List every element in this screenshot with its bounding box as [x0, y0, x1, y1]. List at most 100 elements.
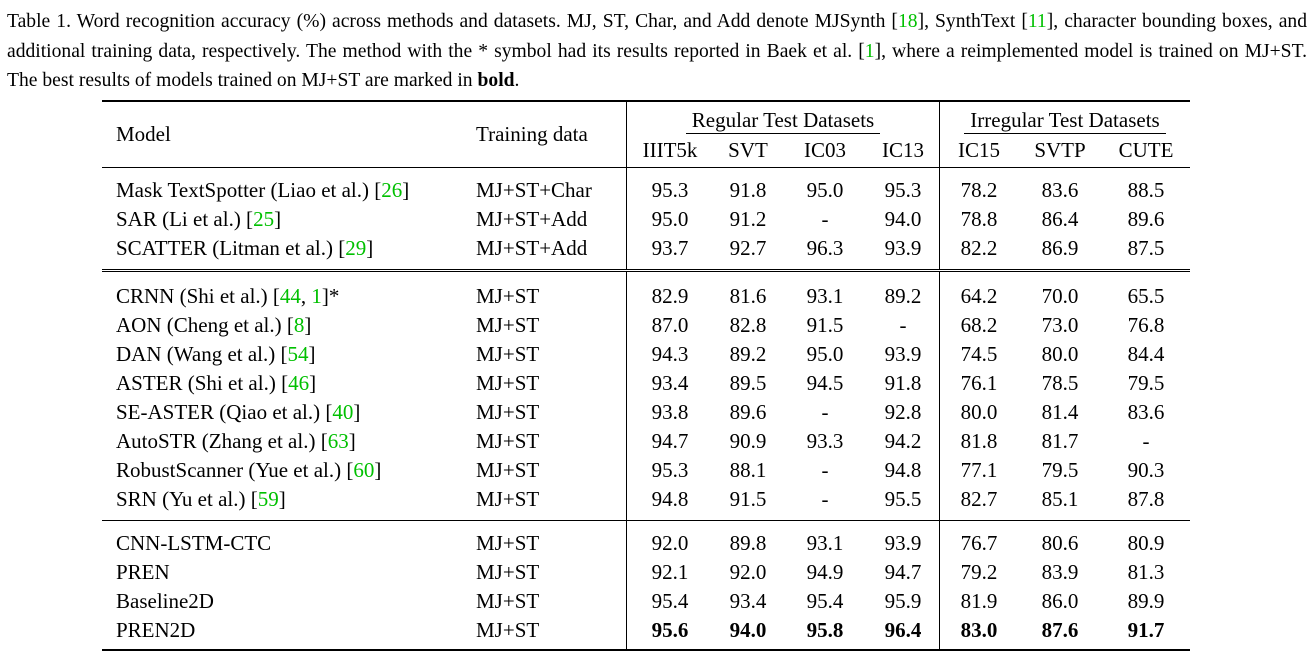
- table-row: DAN (Wang et al.) [54] MJ+ST 94.3 89.2 95.0 9…: [102, 340, 1190, 369]
- accuracy-cell-svt: 92.0: [729, 560, 767, 584]
- accuracy-cell-ic03: 95.8: [783, 616, 867, 651]
- table-row: CNN-LSTM-CTC MJ+ST 92.0 89.8 93.1 93.9 76.7 80.…: [102, 520, 1190, 558]
- accuracy-cell-iiit5k: 87.0: [626, 311, 713, 340]
- accuracy-cell-svtp: 80.6: [1018, 520, 1102, 558]
- accuracy-cell-ic15: 83.0: [939, 616, 1018, 651]
- citation-link[interactable]: 46: [288, 371, 310, 395]
- citation-link[interactable]: 18: [897, 11, 918, 32]
- citation-link[interactable]: 40: [332, 400, 354, 424]
- accuracy-cell-svt: 88.1: [729, 458, 767, 482]
- accuracy-cell-iiit5k: 93.4: [626, 369, 713, 398]
- citation-close: ]: [374, 458, 382, 482]
- model-name: SRN (Yu et al.) [: [116, 487, 258, 511]
- accuracy-cell-ic03: -: [821, 458, 829, 482]
- citation-link[interactable]: 29: [345, 236, 367, 260]
- citation-link[interactable]: 63: [327, 429, 349, 453]
- accuracy-cell-ic03: 93.3: [806, 429, 844, 453]
- model-name-cell: SRN (Yu et al.) [59]: [102, 485, 476, 521]
- citation-close: ]: [348, 429, 356, 453]
- table-row: AutoSTR (Zhang et al.) [63] MJ+ST 94.7 90.9…: [102, 427, 1190, 456]
- accuracy-cell-cute: 83.6: [1127, 400, 1165, 424]
- group-irregular-label: Irregular Test Datasets: [964, 107, 1166, 134]
- accuracy-cell-ic13: -: [899, 313, 907, 337]
- model-name: CRNN (Shi et al.) [: [116, 284, 280, 308]
- model-name: Mask TextSpotter (Liao et al.) [: [116, 178, 382, 202]
- table-row: ASTER (Shi et al.) [46] MJ+ST 93.4 89.5 94.5…: [102, 369, 1190, 398]
- citation-close: ]: [353, 400, 361, 424]
- accuracy-cell-ic15: 78.8: [939, 205, 1018, 234]
- model-name: Baseline2D: [116, 589, 214, 613]
- accuracy-cell-svt: 94.0: [713, 616, 783, 651]
- model-name-cell: Baseline2D: [102, 587, 476, 616]
- accuracy-cell-svtp: 81.7: [1041, 429, 1079, 453]
- accuracy-cell-cute: -: [1142, 429, 1150, 453]
- accuracy-cell-svt: 92.7: [729, 236, 767, 260]
- accuracy-cell-ic13: 96.4: [867, 616, 940, 651]
- citation-close: ]*: [321, 284, 340, 308]
- accuracy-cell-cute: 87.5: [1127, 236, 1165, 260]
- table-row: Mask TextSpotter (Liao et al.) [26] MJ+ST…: [102, 167, 1190, 205]
- citation-link[interactable]: 1: [311, 284, 322, 308]
- accuracy-cell-ic15: 77.1: [939, 456, 1018, 485]
- citation-link[interactable]: 25: [253, 207, 275, 231]
- citation-close: ]: [402, 178, 410, 202]
- accuracy-cell-iiit5k: 94.3: [626, 340, 713, 369]
- accuracy-cell-ic03: -: [821, 400, 829, 424]
- accuracy-cell-ic15: 64.2: [939, 269, 1018, 311]
- header-dataset-cute: CUTE: [1118, 137, 1174, 162]
- citation-link[interactable]: 26: [381, 178, 403, 202]
- accuracy-cell-svtp: 85.1: [1041, 487, 1079, 511]
- accuracy-cell-cute: 79.5: [1127, 371, 1165, 395]
- citation-link[interactable]: 59: [257, 487, 279, 511]
- accuracy-cell-ic15: 76.7: [939, 520, 1018, 558]
- citation-link[interactable]: 8: [293, 313, 305, 337]
- training-data-cell: MJ+ST: [476, 429, 540, 453]
- accuracy-cell-svt: 93.4: [729, 589, 767, 613]
- table-row: PREN2D MJ+ST 95.6 94.0 95.8 96.4 83.0 87.6 91.7: [102, 616, 1190, 651]
- citation-link[interactable]: 11: [1027, 11, 1047, 32]
- caption-text: Table 1. Word recognition accuracy (%) a…: [7, 11, 898, 32]
- accuracy-cell-ic03: 93.1: [783, 520, 867, 558]
- accuracy-cell-ic15: 76.1: [939, 369, 1018, 398]
- model-name-cell: CNN-LSTM-CTC: [102, 520, 476, 558]
- citation-link[interactable]: 54: [287, 342, 309, 366]
- citation-separator: ,: [300, 284, 312, 308]
- accuracy-cell-iiit5k: 95.3: [626, 456, 713, 485]
- accuracy-cell-ic03: 95.4: [806, 589, 844, 613]
- model-name-cell: AutoSTR (Zhang et al.) [63]: [102, 427, 476, 456]
- accuracy-cell-ic03: -: [821, 207, 829, 231]
- citation-link[interactable]: 44: [279, 284, 301, 308]
- model-name-cell: CRNN (Shi et al.) [44, 1]*: [102, 269, 476, 311]
- caption-bold-word: bold: [477, 70, 515, 91]
- accuracy-cell-iiit5k: 93.7: [626, 234, 713, 271]
- model-name: SCATTER (Litman et al.) [: [116, 236, 346, 260]
- table-row: PREN MJ+ST 92.1 92.0 94.9 94.7 79.2 83.9 81.3: [102, 558, 1190, 587]
- model-name: PREN2D: [116, 618, 196, 642]
- table-header-row: Model Training data Regular Test Dataset…: [102, 100, 1190, 168]
- accuracy-cell-svtp: 78.5: [1041, 371, 1079, 395]
- citation-link[interactable]: 60: [353, 458, 375, 482]
- accuracy-cell-ic15: 81.9: [939, 587, 1018, 616]
- training-data-cell: MJ+ST: [476, 616, 627, 651]
- accuracy-cell-iiit5k: 92.0: [626, 520, 713, 558]
- citation-close: ]: [308, 342, 316, 366]
- accuracy-cell-ic03: -: [821, 487, 829, 511]
- accuracy-cell-ic13: 94.0: [884, 207, 922, 231]
- accuracy-cell-svt: 89.6: [729, 400, 767, 424]
- training-data-cell: MJ+ST: [476, 342, 540, 366]
- group-regular-label: Regular Test Datasets: [685, 107, 881, 134]
- accuracy-cell-ic13: 92.8: [884, 400, 922, 424]
- accuracy-cell-svt: 89.8: [713, 520, 783, 558]
- model-name: CNN-LSTM-CTC: [116, 531, 272, 555]
- citation-link[interactable]: 1: [864, 40, 875, 62]
- accuracy-cell-ic15: 79.2: [939, 558, 1018, 587]
- accuracy-cell-svtp: 80.0: [1041, 342, 1079, 366]
- training-data-cell: MJ+ST: [476, 400, 540, 424]
- accuracy-cell-ic03: 95.0: [806, 342, 844, 366]
- accuracy-cell-cute: 81.3: [1127, 560, 1165, 584]
- model-name-cell: PREN2D: [102, 616, 476, 651]
- table-row: SAR (Li et al.) [25] MJ+ST+Add 95.0 91.2-94…: [102, 205, 1190, 234]
- accuracy-cell-ic13: 89.2: [867, 269, 940, 311]
- accuracy-cell-ic03: 94.5: [806, 371, 844, 395]
- header-group-regular: Regular Test Datasets: [626, 100, 940, 135]
